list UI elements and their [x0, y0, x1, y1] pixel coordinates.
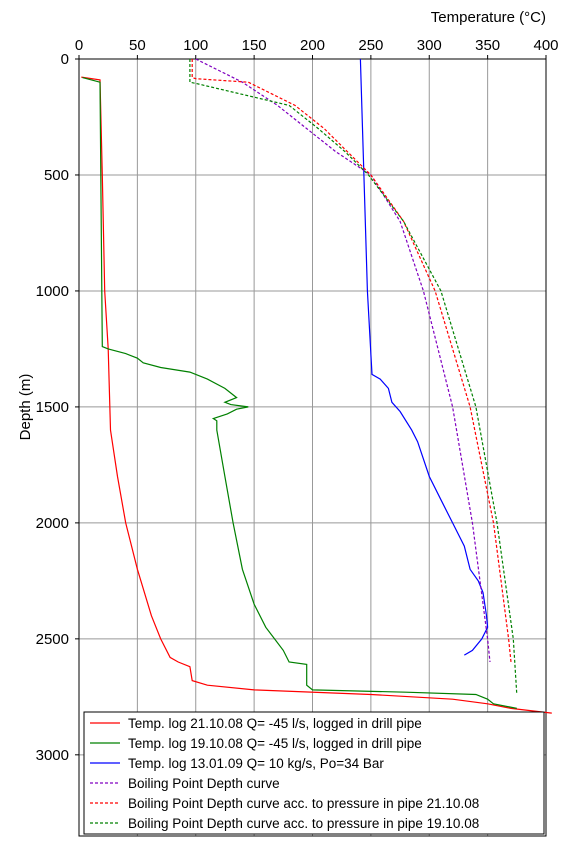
x-tick-label: 50 [129, 37, 146, 54]
legend-label: Boiling Point Depth curve acc. to pressu… [128, 816, 479, 831]
legend-box [83, 711, 545, 835]
legend-label: Boiling Point Depth curve acc. to pressu… [128, 796, 479, 811]
legend-label: Temp. log 21.10.08 Q= -45 l/s, logged in… [128, 716, 422, 731]
legend-label: Temp. log 13.01.09 Q= 10 kg/s, Po=34 Bar [128, 756, 384, 771]
x-tick-label: 200 [300, 37, 325, 54]
x-axis-title: Temperature (°C) [431, 9, 546, 26]
y-axis-title: Depth (m) [17, 374, 34, 441]
y-tick-label: 2000 [36, 515, 69, 532]
x-tick-label: 300 [417, 37, 442, 54]
x-tick-label: 0 [75, 37, 83, 54]
plot-frame [78, 58, 547, 837]
series-line [82, 77, 517, 709]
y-tick-label: 3000 [36, 747, 69, 764]
x-tick-label: 100 [183, 37, 208, 54]
y-tick-label: 1000 [36, 283, 69, 300]
y-tick-label: 500 [44, 167, 69, 184]
series-line [189, 59, 518, 695]
series-line [359, 58, 489, 656]
x-tick-label: 400 [533, 37, 558, 54]
x-tick-label: 150 [242, 37, 267, 54]
y-tick-label: 1500 [36, 399, 69, 416]
series-line [191, 59, 512, 663]
y-tick-label: 0 [61, 51, 69, 68]
legend-label: Boiling Point Depth curve [128, 776, 280, 791]
x-tick-label: 250 [358, 37, 383, 54]
y-tick-label: 2500 [36, 631, 69, 648]
x-tick-label: 350 [475, 37, 500, 54]
legend-label: Temp. log 19.10.08 Q= -45 l/s, logged in… [128, 736, 422, 751]
series-line [81, 76, 552, 714]
